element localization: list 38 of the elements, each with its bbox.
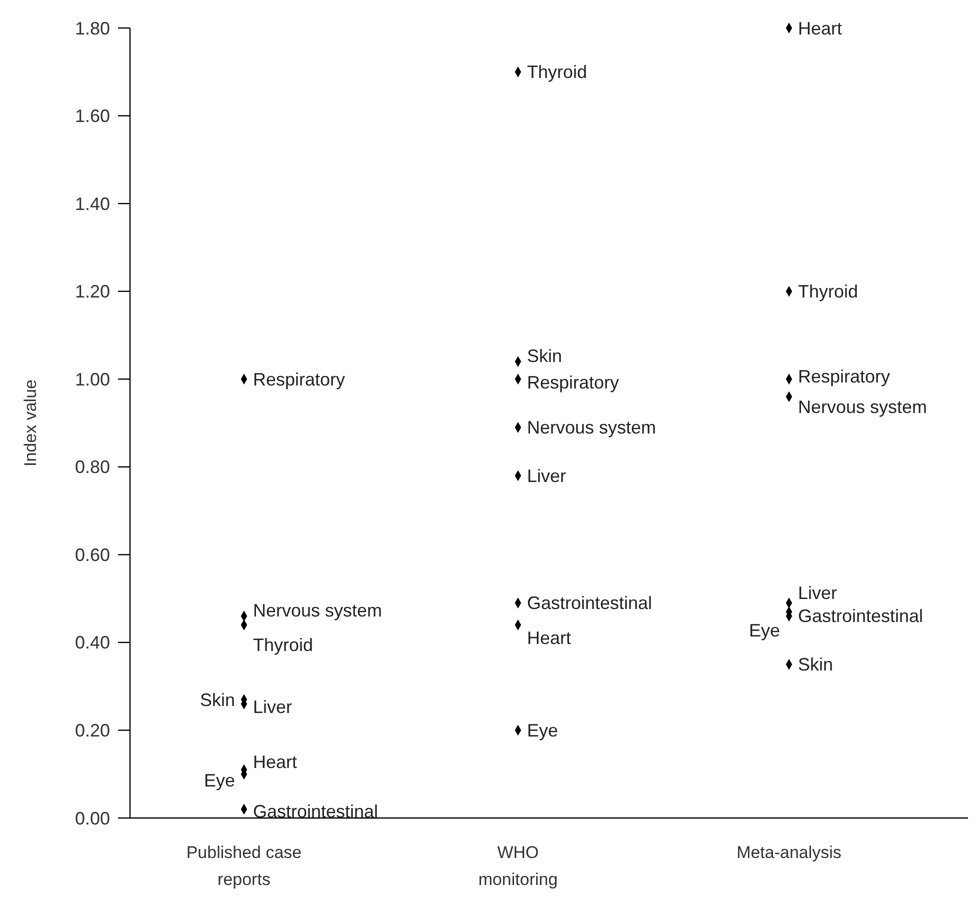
- y-tick-label: 1.80: [74, 18, 110, 38]
- text: Eye: [748, 620, 780, 640]
- y-tick-label: 0.00: [74, 808, 110, 828]
- text: Heart: [253, 752, 298, 772]
- y-tick-label: 0.20: [74, 720, 110, 741]
- series-label: Eye: [527, 720, 558, 741]
- y-tick-label: 1.60: [74, 106, 110, 126]
- y-tick-label: 0.40: [74, 632, 110, 653]
- x-tick-label: Meta-analysis: [736, 843, 842, 862]
- series-label: Skin: [200, 690, 235, 710]
- y-axis-title: Index value: [21, 380, 40, 466]
- series-label: Liver: [527, 466, 566, 486]
- series-label: Thyroid: [527, 62, 588, 82]
- text: Gastrointestinal: [798, 606, 924, 626]
- series-label: Nervous system: [798, 396, 928, 417]
- text: Nervous system: [527, 418, 656, 438]
- text: Eye: [204, 770, 235, 790]
- y-tick-label: 0.60: [74, 544, 110, 565]
- y-tick-label: 1.20: [74, 282, 110, 302]
- text: Liver: [798, 583, 838, 604]
- text: Nervous system: [253, 600, 382, 620]
- text: Thyroid: [253, 635, 314, 656]
- series-label: Respiratory: [253, 369, 346, 390]
- series-label: Heart: [798, 18, 842, 38]
- text: Skin: [527, 346, 562, 366]
- text: Gastrointestinal: [253, 802, 378, 822]
- y-tick-label: 1.40: [74, 194, 110, 214]
- y-tick-label: 1.00: [74, 369, 110, 390]
- text: Respiratory: [798, 366, 890, 386]
- text: Skin: [798, 654, 834, 675]
- text: Respiratory: [527, 372, 620, 392]
- text: Heart: [527, 628, 572, 648]
- x-tick-label: WHO monitoring: [478, 843, 558, 889]
- x-tick-label: Published case reports: [186, 843, 302, 889]
- text: Liver: [253, 697, 292, 718]
- y-tick-label: 0.80: [74, 457, 110, 478]
- text: Thyroid: [798, 282, 858, 302]
- series-label: Gastrointestinal: [527, 593, 652, 614]
